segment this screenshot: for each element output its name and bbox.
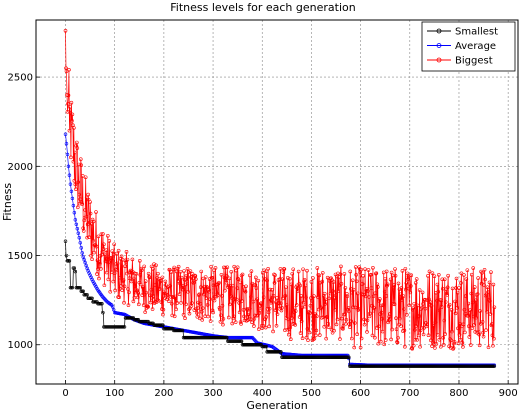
y-tick-label: 2500 [8,73,33,84]
y-tick-label: 2000 [8,162,33,173]
x-tick-label: 600 [351,388,370,399]
y-tick-label: 1500 [8,251,33,262]
x-tick-label: 100 [105,388,124,399]
legend-label-biggest: Biggest [455,56,493,67]
y-tick-label: 1000 [8,340,33,351]
x-tick-label: 300 [204,388,223,399]
x-tick-label: 900 [499,388,518,399]
y-axis-label: Fitness [1,183,14,221]
x-tick-label: 800 [449,388,468,399]
x-axis-label: Generation [246,399,307,412]
legend-label-smallest: Smallest [455,27,498,38]
plot-area [36,20,518,384]
x-tick-label: 400 [253,388,272,399]
legend: Smallest Average Biggest [422,22,515,71]
x-tick-label: 0 [62,388,68,399]
x-tick-label: 200 [154,388,173,399]
legend-label-average: Average [455,41,496,52]
chart-title: Fitness levels for each generation [170,1,355,14]
x-tick-label: 700 [400,388,419,399]
x-tick-label: 500 [302,388,321,399]
